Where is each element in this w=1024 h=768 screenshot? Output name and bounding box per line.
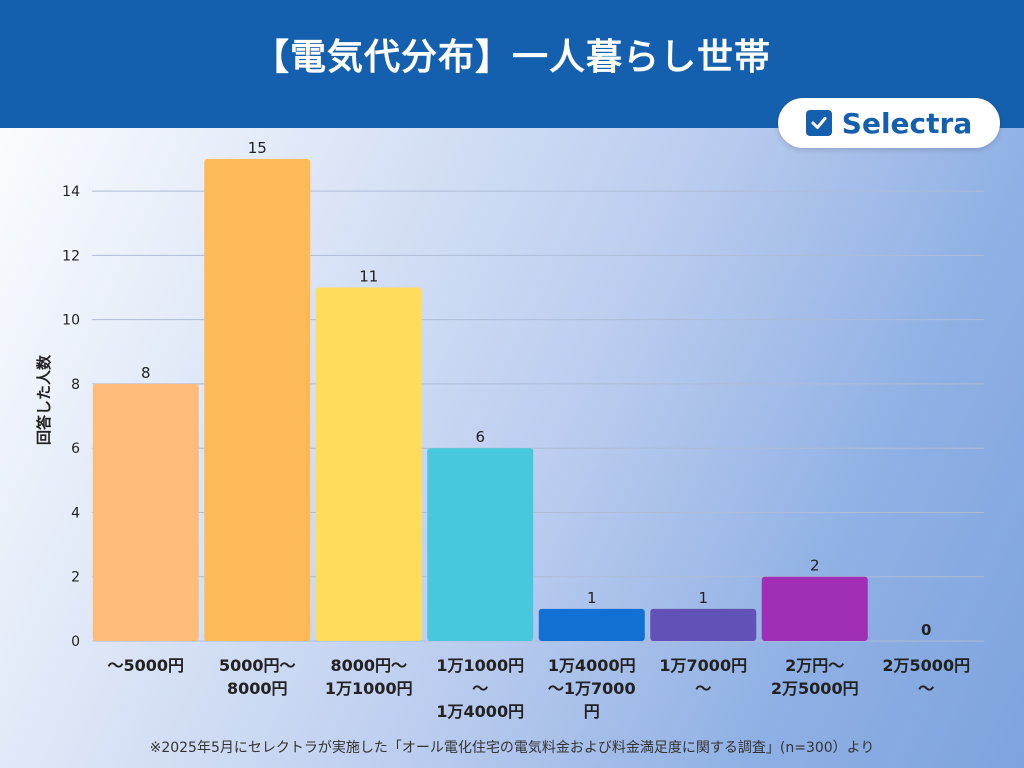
x-tick-label: 2万円～ 2万5000円 [771, 656, 859, 698]
check-square-icon [805, 110, 832, 136]
bar [538, 608, 645, 641]
y-axis-label: 回答した人数 [35, 354, 53, 445]
logo-text: Selectra [841, 106, 973, 140]
y-tick-label: 12 [62, 248, 80, 264]
x-tick-label: ～5000円 [107, 656, 184, 675]
footnote: ※2025年5月にセレクトラが実施した「オール電化住宅の電気料金および料金満足度… [149, 740, 875, 756]
bar [761, 576, 868, 641]
bar [315, 287, 422, 641]
bar-value-label: 0 [921, 621, 931, 639]
selectra-logo: Selectra [778, 98, 1000, 148]
x-tick-label: 1万4000円～1万7000 円 [548, 656, 636, 721]
bar-value-label: 2 [810, 557, 820, 575]
bar-value-label: 15 [248, 139, 267, 157]
y-tick-label: 10 [62, 313, 80, 329]
bar [650, 608, 757, 641]
bar-value-label: 6 [475, 428, 485, 446]
bar-value-label: 1 [698, 589, 708, 607]
y-tick-label: 2 [71, 570, 80, 586]
bar-value-label: 8 [141, 364, 151, 382]
y-tick-label: 0 [71, 634, 80, 650]
bar [427, 448, 534, 641]
y-tick-label: 6 [71, 441, 80, 457]
bar-value-label: 11 [359, 268, 378, 286]
x-tick-label: 5000円～ 8000円 [219, 656, 296, 698]
y-tick-label: 8 [71, 377, 80, 393]
y-tick-label: 14 [62, 184, 80, 200]
bar-value-label: 1 [587, 589, 597, 607]
bar [92, 383, 199, 641]
x-tick-label: 1万7000円～ [659, 656, 747, 698]
header-banner: 【電気代分布】一人暮らし世帯 [0, 0, 1024, 128]
x-tick-label: 2万5000円～ [882, 656, 970, 698]
y-tick-label: 4 [71, 505, 80, 521]
page-title: 【電気代分布】一人暮らし世帯 [252, 37, 771, 78]
bar [204, 159, 311, 641]
x-tick-label: 8000円～ 1万1000円 [325, 656, 413, 698]
x-tick-label: 1万1000円～ 1万4000円 [436, 656, 524, 721]
